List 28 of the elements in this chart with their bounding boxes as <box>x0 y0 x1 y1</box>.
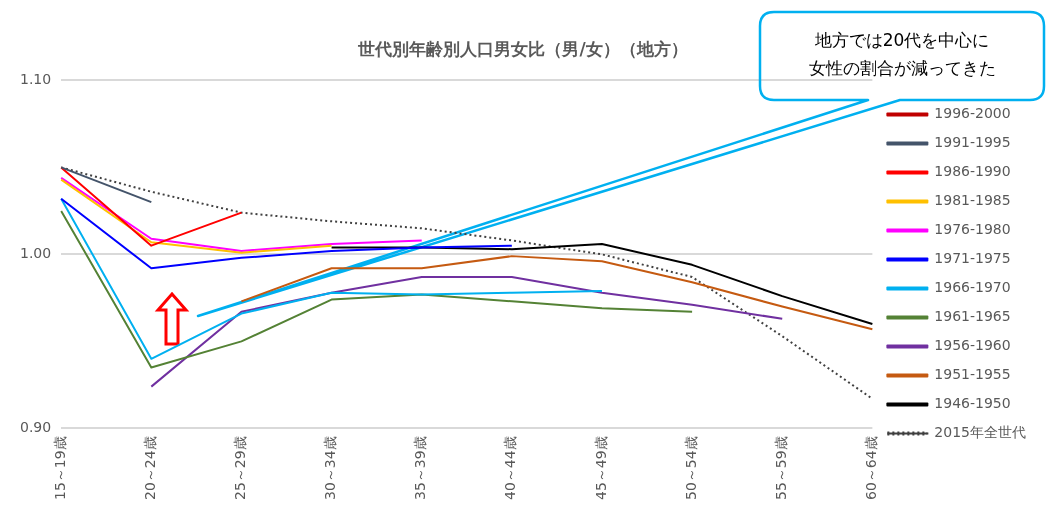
legend-label: 1981-1985 <box>934 192 1011 209</box>
legend-label: 1946-1950 <box>934 395 1011 412</box>
x-tick-label: 20～24歳 <box>141 436 158 501</box>
x-tick-label: 25～29歳 <box>232 436 249 501</box>
x-tick-label: 55～59歳 <box>772 436 789 501</box>
y-tick-label: 1.00 <box>20 245 52 262</box>
text: 地方では20代を中心に女性の割合が減ってきた <box>808 30 996 79</box>
legend-label: 1996-2000 <box>934 105 1011 122</box>
legend-label: 1966-1970 <box>934 279 1011 296</box>
x-tick-label: 40～44歳 <box>502 436 519 501</box>
legend-label: 1971-1975 <box>934 250 1011 267</box>
y-tick-label: 0.90 <box>20 419 52 436</box>
x-tick-label: 45～49歳 <box>592 436 609 501</box>
x-tick-label: 50～54歳 <box>682 436 699 501</box>
x-tick-label: 35～39歳 <box>412 436 429 501</box>
x-tick-label: 30～34歳 <box>322 436 339 501</box>
legend-label: 1951-1955 <box>934 366 1011 383</box>
x-tick-label: 15～19歳 <box>51 436 68 501</box>
legend-label: 1956-1960 <box>934 337 1011 354</box>
y-tick-label: 1.10 <box>20 71 52 88</box>
chart-title: 世代別年齢別人口男女比（男/女）（地方） <box>357 38 688 59</box>
line-series <box>60 166 874 400</box>
x-tick-label: 60～64歳 <box>863 436 880 501</box>
legend-label: 2015年全世代 <box>934 424 1027 441</box>
legend-label: 1991-1995 <box>934 134 1011 151</box>
legend-label: 1976-1980 <box>934 221 1011 238</box>
legend-label: 1961-1965 <box>934 308 1011 325</box>
legend-label: 1986-1990 <box>934 163 1011 180</box>
